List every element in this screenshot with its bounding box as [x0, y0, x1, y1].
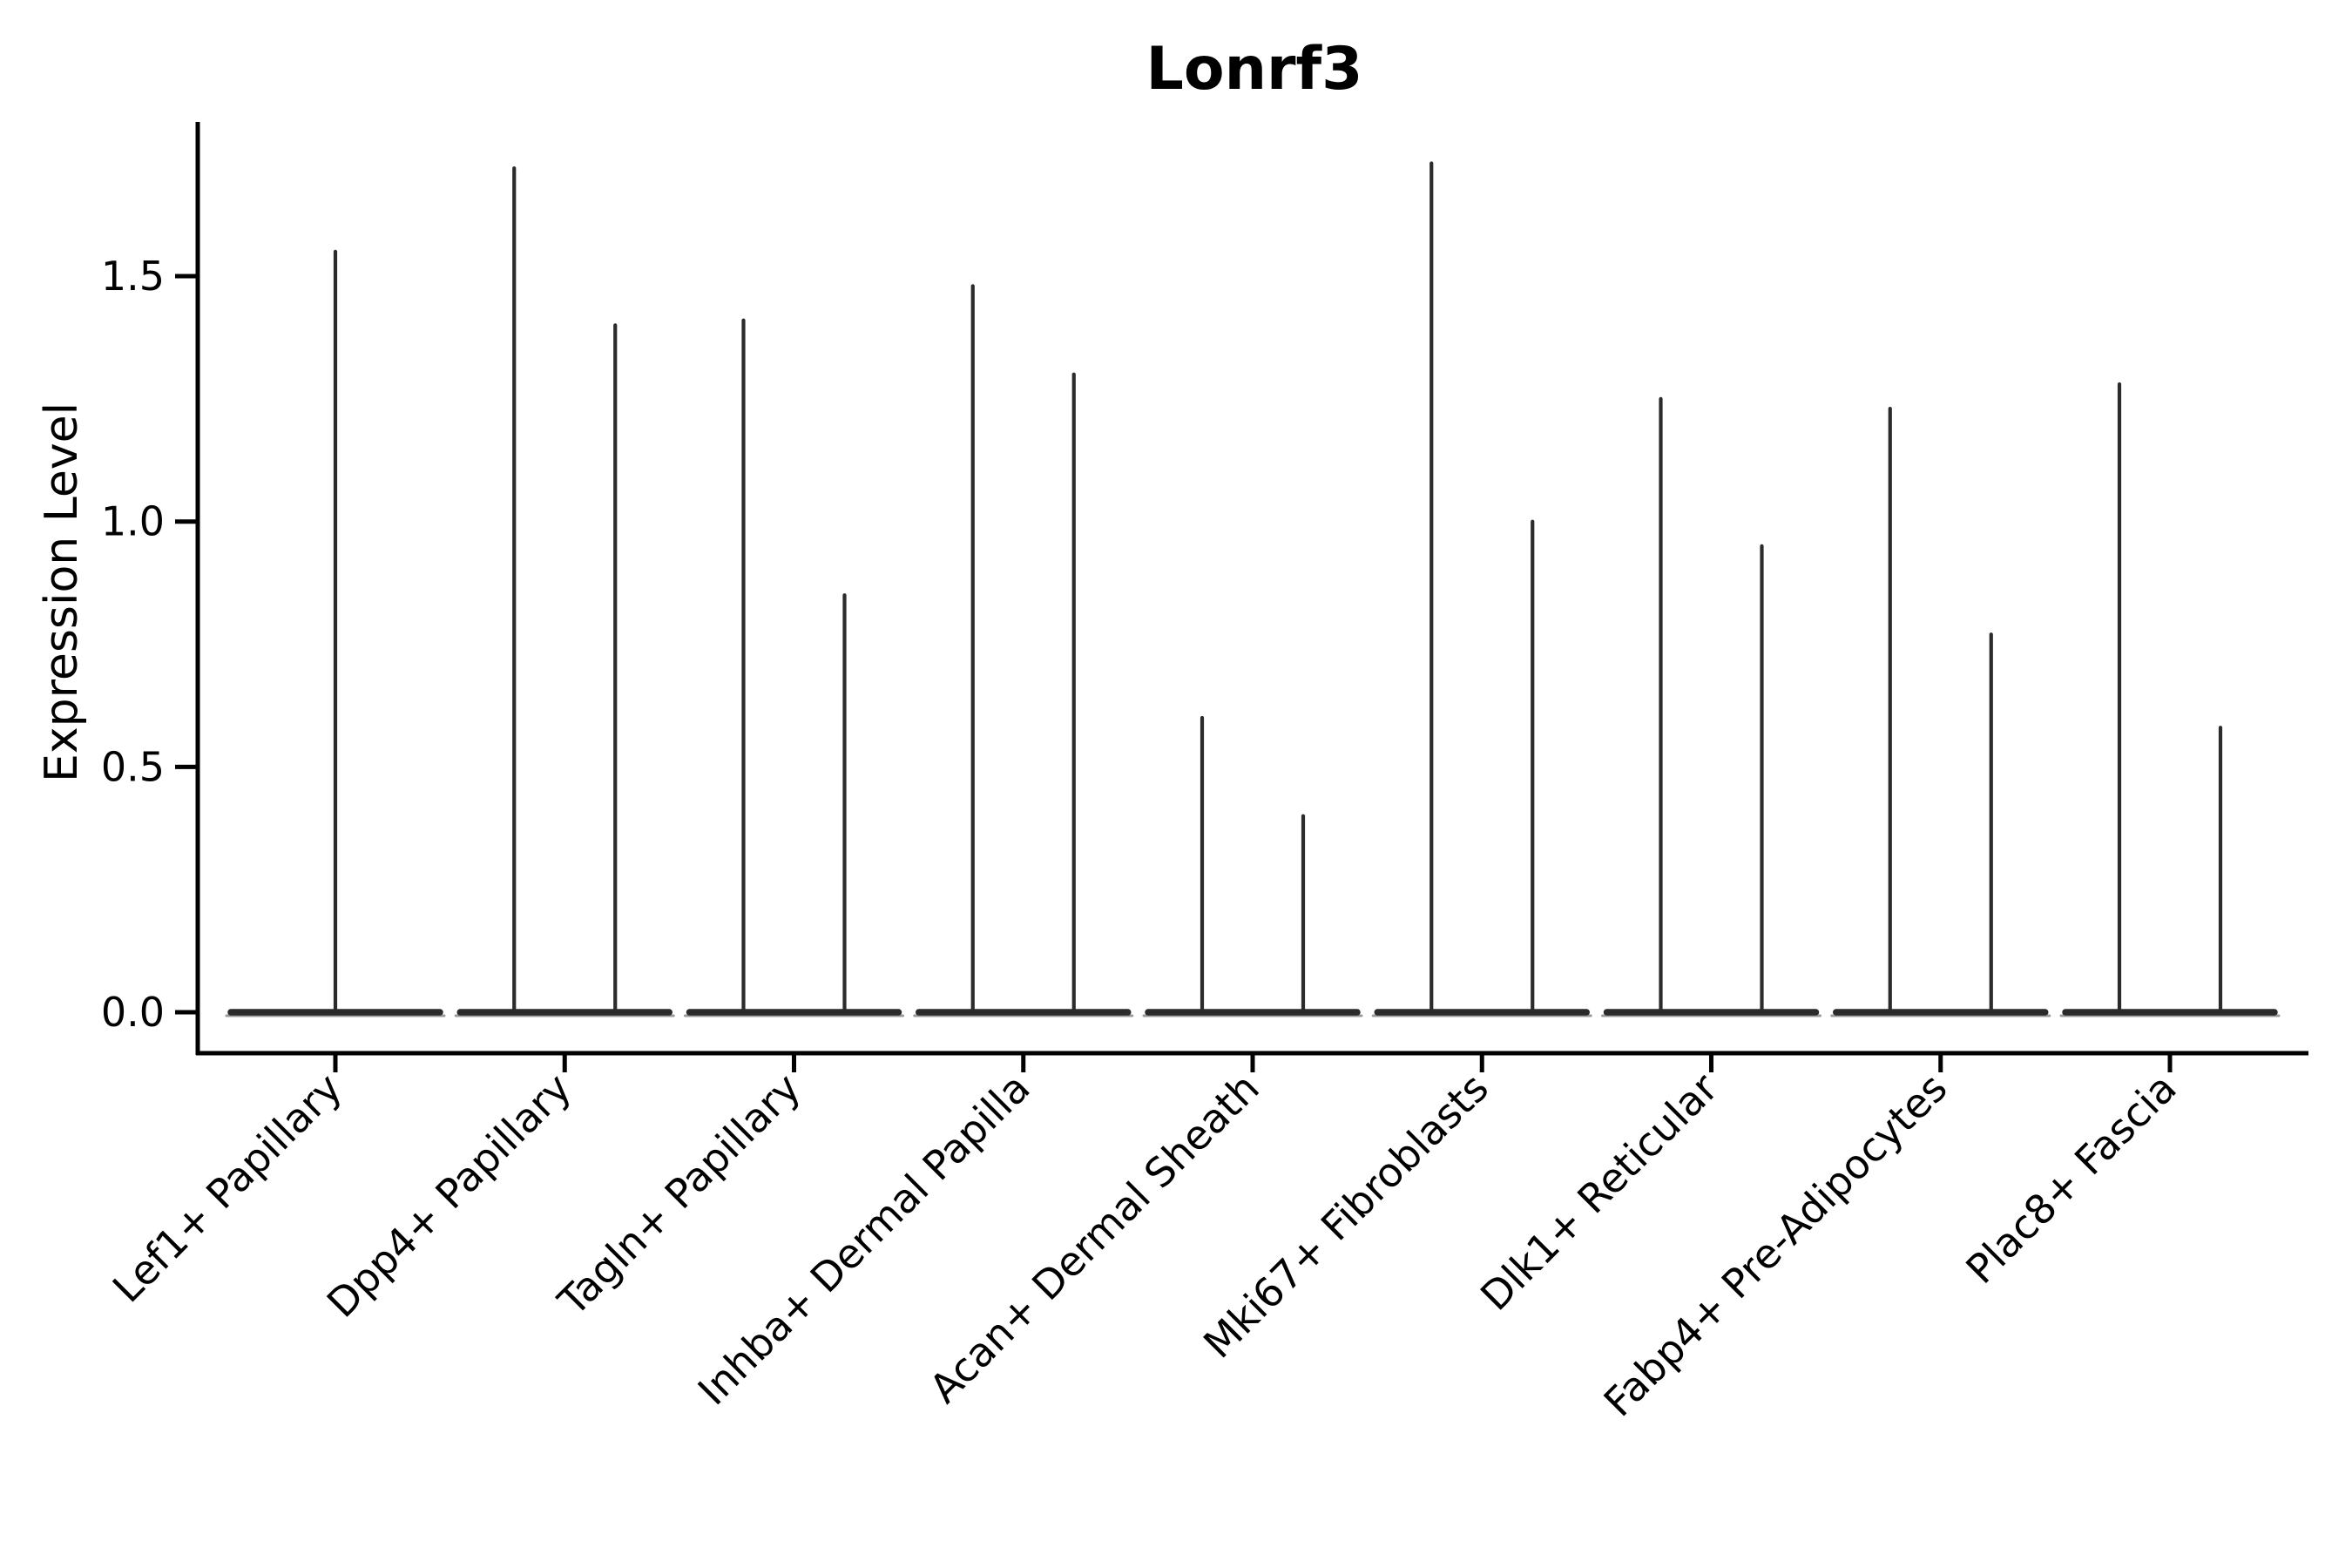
violins: [225, 161, 2281, 1017]
x-category-label: Plac8+ Fascia: [1957, 1064, 2185, 1293]
x-category-label: Lef1+ Papillary: [104, 1064, 351, 1312]
y-tick-label: 0.5: [101, 743, 165, 790]
x-category-label: Tagln+ Papillary: [549, 1064, 810, 1326]
chart-title: Lonrf3: [1146, 35, 1363, 104]
y-tick-label: 1.0: [101, 498, 165, 545]
x-category-label: Dlk1+ Reticular: [1471, 1064, 1727, 1320]
y-tick-label: 1.5: [101, 253, 165, 300]
y-tick-label: 0.0: [101, 989, 165, 1036]
x-category-label: Dpp4+ Papillary: [318, 1064, 580, 1327]
y-axis-label: Expression Level: [36, 402, 88, 782]
